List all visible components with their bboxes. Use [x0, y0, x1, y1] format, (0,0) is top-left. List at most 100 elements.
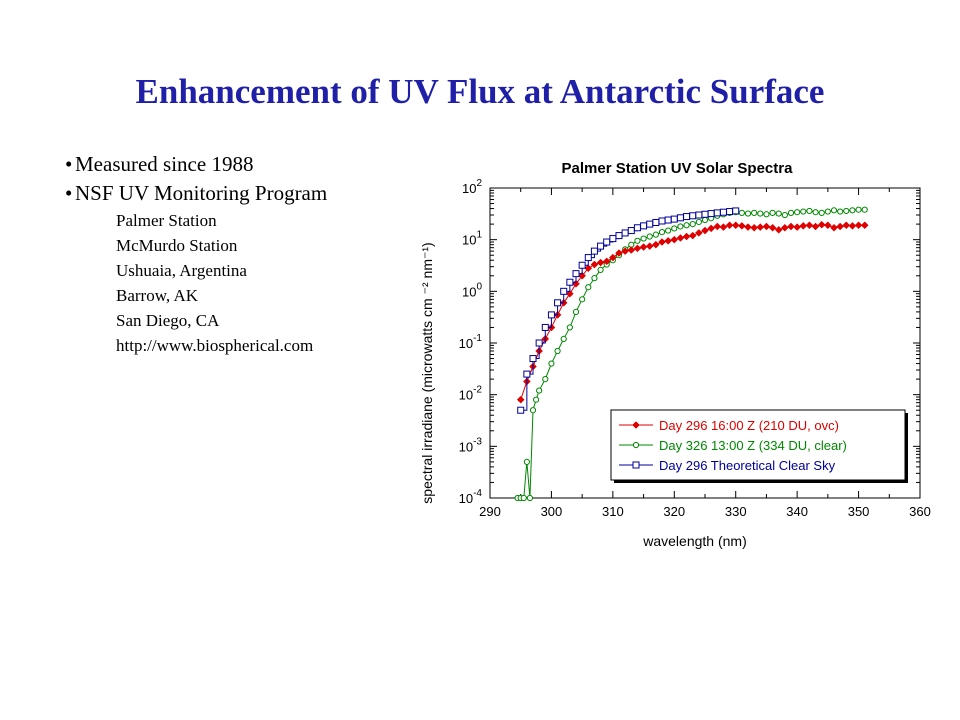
y-tick-label: 10-4 — [459, 488, 483, 506]
data-point — [590, 260, 599, 269]
station-link[interactable]: http://www.biospherical.com — [116, 336, 314, 355]
bullet-text: Measured since 1988 — [75, 152, 254, 176]
data-point — [689, 221, 696, 228]
series-line — [520, 210, 737, 411]
data-point — [523, 458, 530, 465]
data-point — [633, 244, 642, 253]
data-point — [646, 220, 654, 228]
data-point — [627, 227, 635, 235]
data-point — [695, 229, 703, 237]
data-point — [572, 308, 580, 315]
data-point — [572, 270, 580, 278]
data-point — [756, 223, 765, 231]
data-point — [664, 236, 672, 245]
data-point — [670, 235, 679, 244]
data-point — [639, 243, 648, 251]
data-point — [757, 210, 764, 217]
data-point — [536, 387, 543, 394]
data-point — [750, 223, 758, 232]
data-point — [848, 222, 857, 230]
data-point — [541, 323, 549, 331]
data-point — [836, 222, 844, 231]
station-item: Ushuaia, Argentina — [116, 261, 247, 280]
data-point — [633, 224, 641, 232]
data-point — [738, 209, 745, 216]
data-point — [731, 221, 740, 230]
data-point — [695, 211, 703, 219]
data-point — [793, 223, 801, 231]
data-point — [781, 223, 789, 232]
data-point — [640, 222, 648, 230]
data-point — [812, 209, 819, 216]
bullet-item: • NSF UV Monitoring Program — [65, 179, 425, 208]
data-point — [646, 233, 653, 240]
data-point — [532, 396, 540, 403]
data-point — [725, 221, 734, 230]
data-point — [854, 221, 863, 230]
data-point — [554, 347, 561, 355]
y-axis-title: spectral irradiane (microwatts cm ⁻² nm⁻… — [419, 242, 435, 503]
data-point — [738, 222, 746, 230]
data-point — [837, 208, 844, 215]
data-point — [707, 210, 715, 218]
data-point — [609, 235, 617, 243]
data-point — [811, 222, 820, 231]
data-point — [683, 213, 691, 221]
legend-label: Day 296 Theoretical Clear Sky — [659, 458, 836, 473]
data-point — [523, 370, 531, 378]
data-point — [615, 232, 623, 240]
data-point — [713, 209, 721, 217]
data-point — [621, 229, 629, 237]
data-point — [603, 238, 611, 246]
x-tick-label: 350 — [848, 504, 870, 519]
station-item: McMurdo Station — [116, 236, 238, 255]
x-tick-label: 310 — [602, 504, 624, 519]
data-point — [585, 284, 592, 291]
plot-area: 290 300 310 320 330 340 350 360 102 101 100 10-1 10-… — [459, 178, 931, 519]
y-tick-label: 10-1 — [459, 333, 483, 351]
data-point — [842, 221, 851, 230]
data-point — [676, 214, 684, 222]
data-point — [830, 207, 838, 214]
data-point — [526, 494, 534, 502]
x-axis-title: wavelength (nm) — [642, 533, 747, 549]
data-point — [621, 247, 629, 255]
data-point — [548, 360, 555, 367]
data-point — [787, 222, 795, 231]
data-point — [824, 208, 831, 215]
data-point — [744, 223, 752, 231]
data-point — [688, 231, 697, 240]
data-point — [719, 208, 727, 216]
data-point — [689, 212, 697, 220]
uv-spectra-chart: Palmer Station UV Solar Spectra 290 300 31… — [419, 160, 931, 549]
chart-title: Palmer Station UV Solar Spectra — [562, 160, 794, 177]
data-point — [843, 207, 850, 215]
data-point — [542, 376, 549, 383]
x-tick-label: 330 — [725, 504, 747, 519]
data-point — [517, 406, 525, 414]
data-point — [763, 211, 770, 218]
data-point — [578, 261, 586, 269]
data-point — [781, 211, 788, 219]
bullet-list: • Measured since 1988 • NSF UV Monitoring … — [65, 150, 425, 358]
station-item: Barrow, AK — [116, 286, 198, 305]
data-point — [664, 216, 672, 224]
data-point — [719, 223, 728, 231]
data-point — [695, 218, 702, 226]
data-point — [602, 257, 611, 266]
data-point — [645, 242, 654, 250]
data-point — [817, 220, 826, 229]
data-point — [535, 339, 543, 347]
x-tick-label: 300 — [541, 504, 563, 519]
data-point — [670, 215, 678, 223]
data-point — [529, 407, 537, 414]
data-point — [590, 247, 598, 255]
y-tick-label: 101 — [462, 230, 482, 248]
data-point — [701, 216, 709, 224]
data-point — [609, 253, 617, 262]
data-point — [584, 264, 593, 273]
bullet-item: • Measured since 1988 — [65, 150, 425, 179]
data-point — [640, 235, 647, 242]
data-point — [744, 210, 752, 217]
data-point — [849, 207, 856, 214]
